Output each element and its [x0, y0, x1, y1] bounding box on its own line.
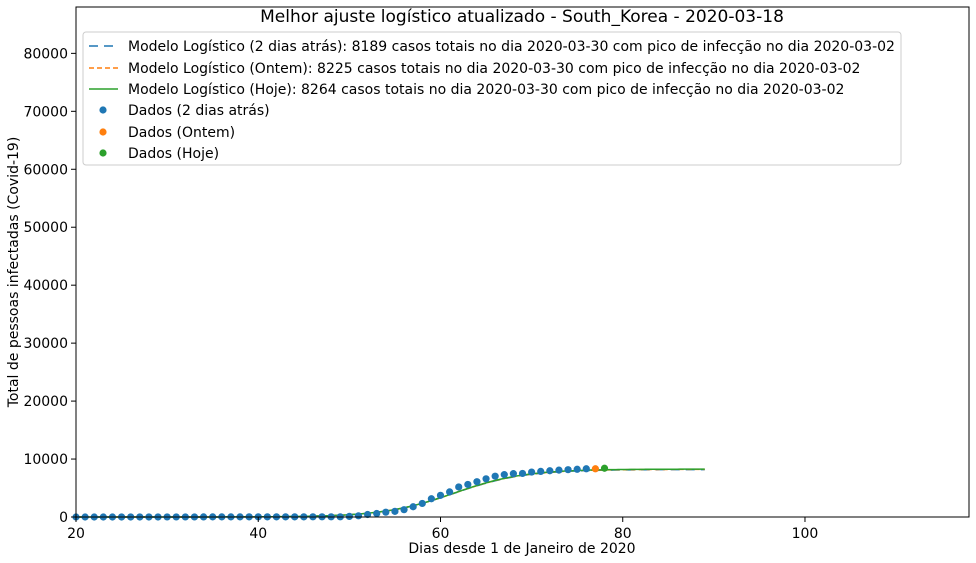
y-axis-label: Total de pessoas infectadas (Covid-19)	[6, 137, 22, 409]
data-point	[591, 465, 599, 473]
model-curves	[76, 468, 705, 518]
data-point	[573, 465, 581, 473]
x-axis-ticks: 20 40 60 80 100	[67, 517, 818, 542]
y-tick-label: 20000	[23, 394, 68, 410]
x-tick-label: 100	[792, 526, 819, 542]
data-point	[537, 467, 545, 475]
data-point	[464, 480, 472, 489]
data-point	[436, 491, 445, 499]
legend-box	[82, 31, 902, 166]
data-point	[363, 510, 372, 519]
data-points	[72, 464, 609, 521]
data-point	[409, 503, 417, 511]
data-point	[345, 512, 353, 520]
legend-label: Modelo Logístico (2 dias atrás): 8189 ca…	[128, 39, 895, 55]
data-point	[500, 471, 508, 479]
data-point	[473, 478, 481, 486]
legend-label: Modelo Logístico (Ontem): 8225 casos tot…	[128, 61, 860, 77]
plot-frame	[75, 6, 970, 518]
data-point	[455, 483, 463, 491]
legend: Modelo Logístico (2 dias atrás): 8189 ca…	[82, 31, 902, 166]
data-point	[491, 472, 499, 480]
x-axis-label: Dias desde 1 de Janeiro de 2020	[408, 541, 635, 557]
legend-label: Dados (Ontem)	[128, 125, 235, 141]
legend-label: Dados (2 dias atrás)	[128, 103, 270, 119]
y-tick-label: 40000	[23, 278, 68, 294]
data-point	[546, 467, 554, 475]
y-axis-ticks: 0 10000 20000 30000 40000 50000 60000 70000 8000…	[23, 46, 76, 526]
data-point	[391, 507, 399, 515]
x-tick-label: 80	[614, 526, 632, 542]
data-point	[555, 466, 563, 474]
data-point	[518, 469, 527, 478]
y-tick-label: 50000	[23, 220, 68, 236]
x-tick-label: 20	[67, 526, 85, 542]
x-tick-label: 60	[432, 526, 450, 542]
data-point	[446, 488, 454, 496]
data-point	[509, 470, 517, 478]
x-tick-label: 40	[249, 526, 267, 542]
legend-label: Dados (Hoje)	[128, 146, 219, 162]
y-tick-label: 10000	[23, 452, 68, 468]
y-tick-label: 30000	[23, 336, 68, 352]
legend-point-swatch	[99, 149, 107, 157]
data-point	[482, 475, 490, 483]
legend-label: Modelo Logístico (Hoje): 8264 casos tota…	[128, 82, 844, 98]
y-tick-label: 60000	[23, 162, 68, 178]
legend-point-swatch	[99, 128, 107, 136]
data-point	[427, 495, 435, 503]
y-tick-label: 0	[59, 510, 68, 526]
legend-point-swatch	[99, 106, 107, 114]
data-point	[600, 464, 609, 472]
data-point	[564, 466, 572, 474]
data-point	[382, 508, 390, 516]
data-point	[373, 509, 381, 518]
data-point	[582, 465, 590, 473]
model-curve-3	[76, 468, 705, 518]
data-point	[528, 468, 536, 476]
data-point	[354, 512, 363, 520]
chart-title: Melhor ajuste logístico atualizado - Sou…	[260, 7, 784, 27]
y-tick-label: 80000	[23, 46, 68, 62]
y-tick-label: 70000	[23, 104, 68, 120]
data-point	[400, 506, 408, 514]
data-point	[418, 499, 426, 508]
